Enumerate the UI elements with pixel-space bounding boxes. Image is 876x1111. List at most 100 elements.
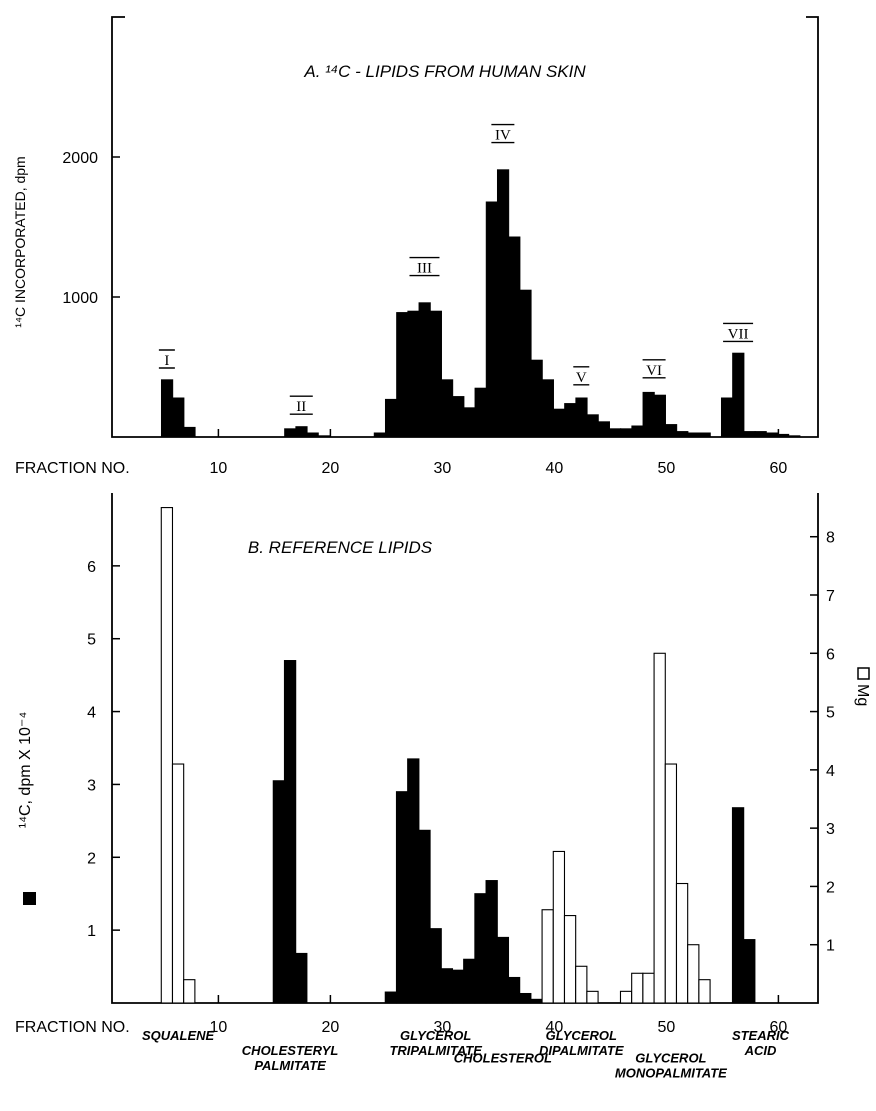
panel-b-y2-tick-label: 1 (826, 938, 835, 955)
panel-a-bar (485, 201, 498, 438)
panel-b-xlabel: FRACTION NO. (15, 1019, 130, 1036)
panel-b-filled-bar (507, 976, 521, 1004)
panel-b-open-bar (183, 979, 196, 1004)
panel-a-x-tick-label: 40 (546, 460, 564, 477)
panel-a-bar (687, 432, 700, 438)
panel-b-compound-label: GLYCEROL (635, 1051, 706, 1066)
panel-a-bar (373, 432, 386, 438)
panel-b-left-label: ¹⁴C, dpm X 10⁻⁴ (17, 712, 34, 829)
panel-a-annotation: VII (728, 326, 749, 342)
panel-a-bar (541, 379, 554, 438)
panel-b-y-tick-label: 1 (87, 923, 96, 940)
panel-a-bar (530, 359, 543, 438)
panel-a-bar (407, 310, 420, 438)
panel-b-open-bar (687, 944, 700, 1004)
panel-a-bar (384, 398, 398, 438)
panel-b-open-bar (171, 763, 185, 1004)
panel-a-bar (664, 424, 678, 438)
panel-b-open-bar (160, 507, 174, 1004)
panel-a-bar (519, 289, 532, 438)
panel-a-bar (776, 433, 790, 438)
panel-b-compound-label: ACID (744, 1043, 777, 1058)
panel-b-filled-bar (519, 992, 532, 1004)
panel-a-bar (620, 428, 633, 438)
panel-a-bar (552, 408, 566, 438)
panel-b-annotations: SQUALENECHOLESTERYLPALMITATEGLYCEROLTRIP… (142, 1028, 790, 1081)
panel-b-x-tick-label: 30 (434, 1019, 452, 1036)
panel-a-x-tick-label: 60 (770, 460, 788, 477)
panel-b-compound-label: PALMITATE (254, 1058, 326, 1073)
panel-a-annotation: VI (646, 363, 662, 379)
panel-b-compound-label: CHOLESTERYL (242, 1043, 339, 1058)
panel-a-annotation: IV (495, 128, 511, 144)
panel-b-filled-bar (440, 968, 454, 1004)
panel-a-bars (160, 169, 801, 438)
panel-a-bar (440, 379, 454, 438)
panel-a-annotation: III (417, 261, 432, 277)
panel-b-y-tick-label: 2 (87, 850, 96, 867)
panel-b-ylabel: ¹⁴C, dpm X 10⁻⁴ (17, 712, 34, 829)
panel-b-y2-tick-label: 3 (826, 821, 835, 838)
panel-b-y2-tick-label: 6 (826, 646, 835, 663)
panel-a-bar (608, 428, 622, 438)
panel-b-x-tick-label: 20 (322, 1019, 340, 1036)
panel-b-filled-bar (743, 939, 756, 1004)
panel-b-filled-bar (485, 880, 498, 1004)
panel-b-filled-bar (530, 998, 543, 1004)
panel-b-open-bar (653, 652, 666, 1004)
panel-b-title: B. REFERENCE LIPIDS (248, 538, 433, 557)
panel-b-filled-bar (463, 958, 476, 1004)
panel-b: 10 20 30 40 50 60 1 2 3 4 5 6 1 2 3 4 5 6 7 8 SQUALENE CHOLE… (15, 493, 871, 1081)
panel-b-y2label: Mg (854, 684, 871, 706)
panel-a-y-tick-label: 2000 (62, 150, 98, 167)
panel-a-bar (754, 431, 767, 438)
panel-a-bar (732, 352, 745, 438)
panel-b-x-tick-label: 60 (770, 1019, 788, 1036)
panel-a-bar (720, 397, 734, 438)
panel-b-compound-label: GLYCEROL (400, 1028, 471, 1043)
panel-b-open-bar (698, 979, 711, 1004)
panel-a-bar (452, 396, 465, 438)
panel-b-compound-label: SQUALENE (142, 1028, 215, 1043)
panel-b-filled-bar (451, 969, 465, 1004)
panel-b-open-bar (631, 972, 644, 1004)
panel-a-bar (183, 426, 196, 438)
panel-a-bar (317, 435, 330, 438)
panel-a-y-tick-label: 1000 (62, 290, 98, 307)
panel-a-bar (743, 431, 756, 438)
panel-a-bar (295, 426, 308, 438)
panel-b-compound-label: TRIPALMITATE (389, 1043, 482, 1058)
panel-a-x-tick-label: 50 (658, 460, 676, 477)
panel-a-bar (306, 432, 319, 438)
panel-b-x-tick-label: 50 (658, 1019, 676, 1036)
panel-a-bar (474, 387, 487, 438)
panel-a-x-tick-label: 10 (210, 460, 228, 477)
panel-b-filled-bar (731, 807, 745, 1004)
panel-b-open-bar (541, 909, 554, 1004)
panel-a-xlabel: FRACTION NO. (15, 460, 130, 477)
panel-b-x-tick-label: 10 (210, 1019, 228, 1036)
panel-a-annotation: I (164, 353, 169, 369)
panel-b-y2-tick-label: 7 (826, 588, 835, 605)
panel-b-filled-bar (295, 952, 308, 1004)
panel-a-annotation: V (576, 370, 587, 386)
panel-a-annotation: II (296, 399, 306, 415)
panel-b-filled-bar (384, 991, 398, 1004)
panel-b-open-bar (563, 915, 577, 1004)
panel-a-title: A. ¹⁴C - LIPIDS FROM HUMAN SKIN (303, 62, 586, 81)
filled-legend-swatch (23, 892, 36, 905)
panel-b-filled-bar (283, 660, 297, 1004)
panel-a-bar (429, 310, 442, 438)
panel-a-bar (564, 403, 577, 438)
panel-a-bar (508, 236, 521, 438)
panel-b-right-label: Mg (854, 667, 871, 706)
panel-b-frame (111, 493, 819, 1004)
panel-a-bar (676, 431, 689, 438)
panel-b-y2-tick-label: 4 (826, 763, 835, 780)
panel-a-bar (765, 432, 778, 438)
panel-b-y-tick-label: 6 (87, 559, 96, 576)
panel-a-bar (575, 397, 588, 438)
panel-a-bar (653, 394, 666, 438)
